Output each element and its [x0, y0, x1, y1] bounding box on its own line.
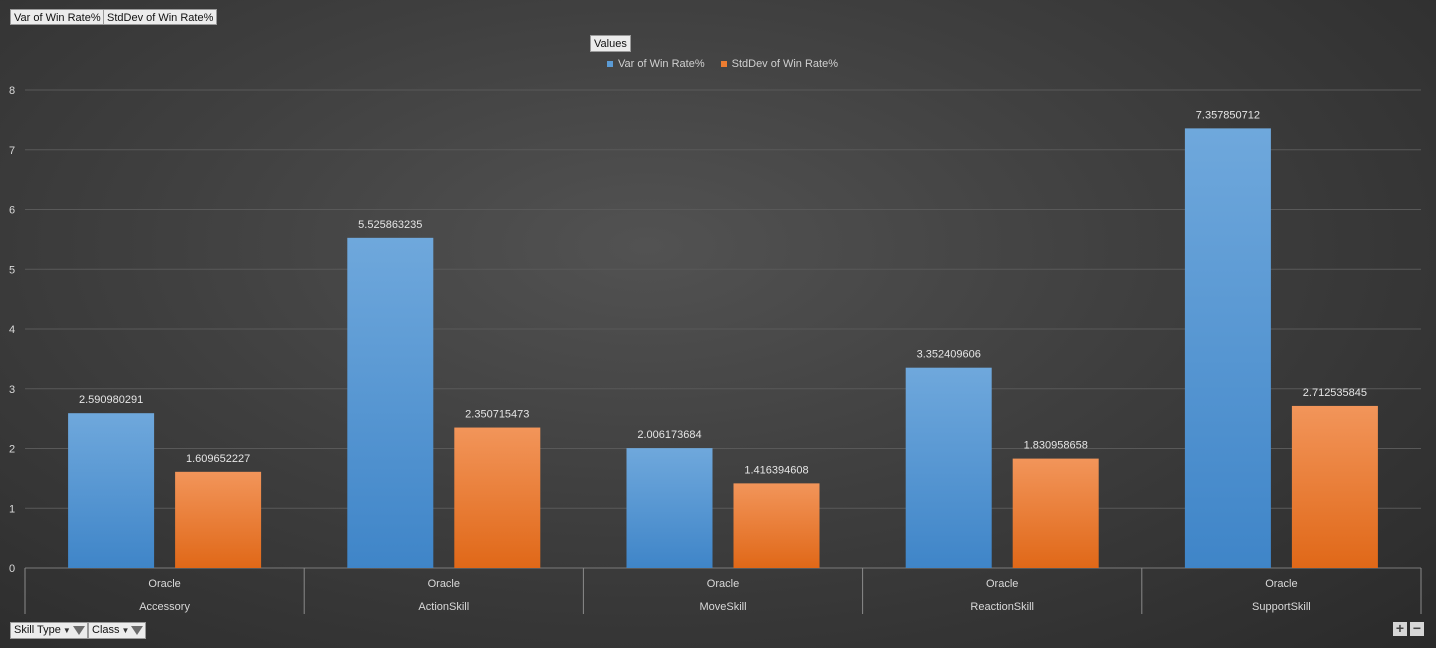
bar	[175, 471, 262, 568]
y-tick-label: 5	[9, 264, 15, 276]
filter-label-class: Class	[92, 624, 120, 636]
y-tick-label: 4	[9, 324, 15, 336]
legend-item-stddev[interactable]: StdDev of Win Rate%	[720, 58, 838, 70]
data-label: 5.525863235	[358, 219, 422, 231]
bar	[68, 413, 155, 568]
y-tick-label: 7	[9, 145, 15, 157]
funnel-icon	[131, 626, 144, 635]
bar	[454, 427, 541, 568]
x-category-label: ReactionSkill	[970, 601, 1034, 613]
x-subcategory-label: Oracle	[707, 578, 739, 590]
data-label: 7.357850712	[1196, 109, 1260, 121]
bar	[1291, 405, 1378, 568]
data-label: 3.352409606	[917, 349, 981, 361]
x-subcategory-label: Oracle	[148, 578, 180, 590]
legend-item-var[interactable]: Var of Win Rate%	[607, 58, 705, 70]
filter-button-skill-type[interactable]: Skill Type ▼	[10, 622, 88, 639]
data-label: 2.712535845	[1303, 387, 1367, 399]
y-tick-label: 1	[9, 503, 15, 515]
bar	[347, 237, 434, 569]
funnel-icon	[72, 626, 85, 635]
data-label: 1.416394608	[744, 464, 808, 476]
caret-down-icon: ▼	[121, 626, 130, 635]
x-category-label: SupportSkill	[1252, 601, 1311, 613]
caret-down-icon: ▼	[62, 626, 71, 635]
bar	[626, 448, 713, 568]
legend-label-var: Var of Win Rate%	[618, 58, 705, 70]
filter-button-class[interactable]: Class ▼	[88, 622, 147, 639]
legend-swatch-var	[607, 61, 613, 67]
y-tick-label: 6	[9, 205, 15, 217]
expand-button[interactable]: +	[1393, 621, 1407, 636]
y-tick-label: 8	[9, 85, 15, 97]
filter-label-skill-type: Skill Type	[14, 624, 61, 636]
y-tick-label: 2	[9, 444, 15, 456]
legend-swatch-stddev	[720, 61, 727, 67]
field-button-stddev[interactable]: StdDev of Win Rate%	[103, 9, 218, 25]
collapse-button[interactable]: −	[1410, 621, 1424, 636]
values-field-button[interactable]: Values	[590, 35, 631, 52]
bar	[733, 483, 820, 568]
data-label: 2.006173684	[637, 429, 701, 441]
x-category-label: ActionSkill	[418, 601, 469, 613]
data-label: 2.350715473	[465, 409, 529, 421]
x-category-label: Accessory	[139, 601, 190, 613]
x-subcategory-label: Oracle	[1265, 578, 1297, 590]
bar	[905, 367, 992, 568]
bar	[1184, 128, 1271, 569]
y-tick-label: 0	[9, 563, 15, 575]
y-tick-label: 3	[9, 384, 15, 396]
x-category-label: MoveSkill	[699, 601, 746, 613]
data-label: 1.830958658	[1024, 440, 1088, 452]
legend-label-stddev: StdDev of Win Rate%	[731, 58, 838, 70]
bar	[1012, 458, 1099, 568]
legend: Var of Win Rate% StdDev of Win Rate%	[607, 58, 838, 70]
field-button-var[interactable]: Var of Win Rate%	[10, 9, 105, 25]
data-label: 2.590980291	[79, 394, 143, 406]
x-subcategory-label: Oracle	[986, 578, 1018, 590]
x-subcategory-label: Oracle	[428, 578, 460, 590]
data-label: 1.609652227	[186, 453, 250, 465]
